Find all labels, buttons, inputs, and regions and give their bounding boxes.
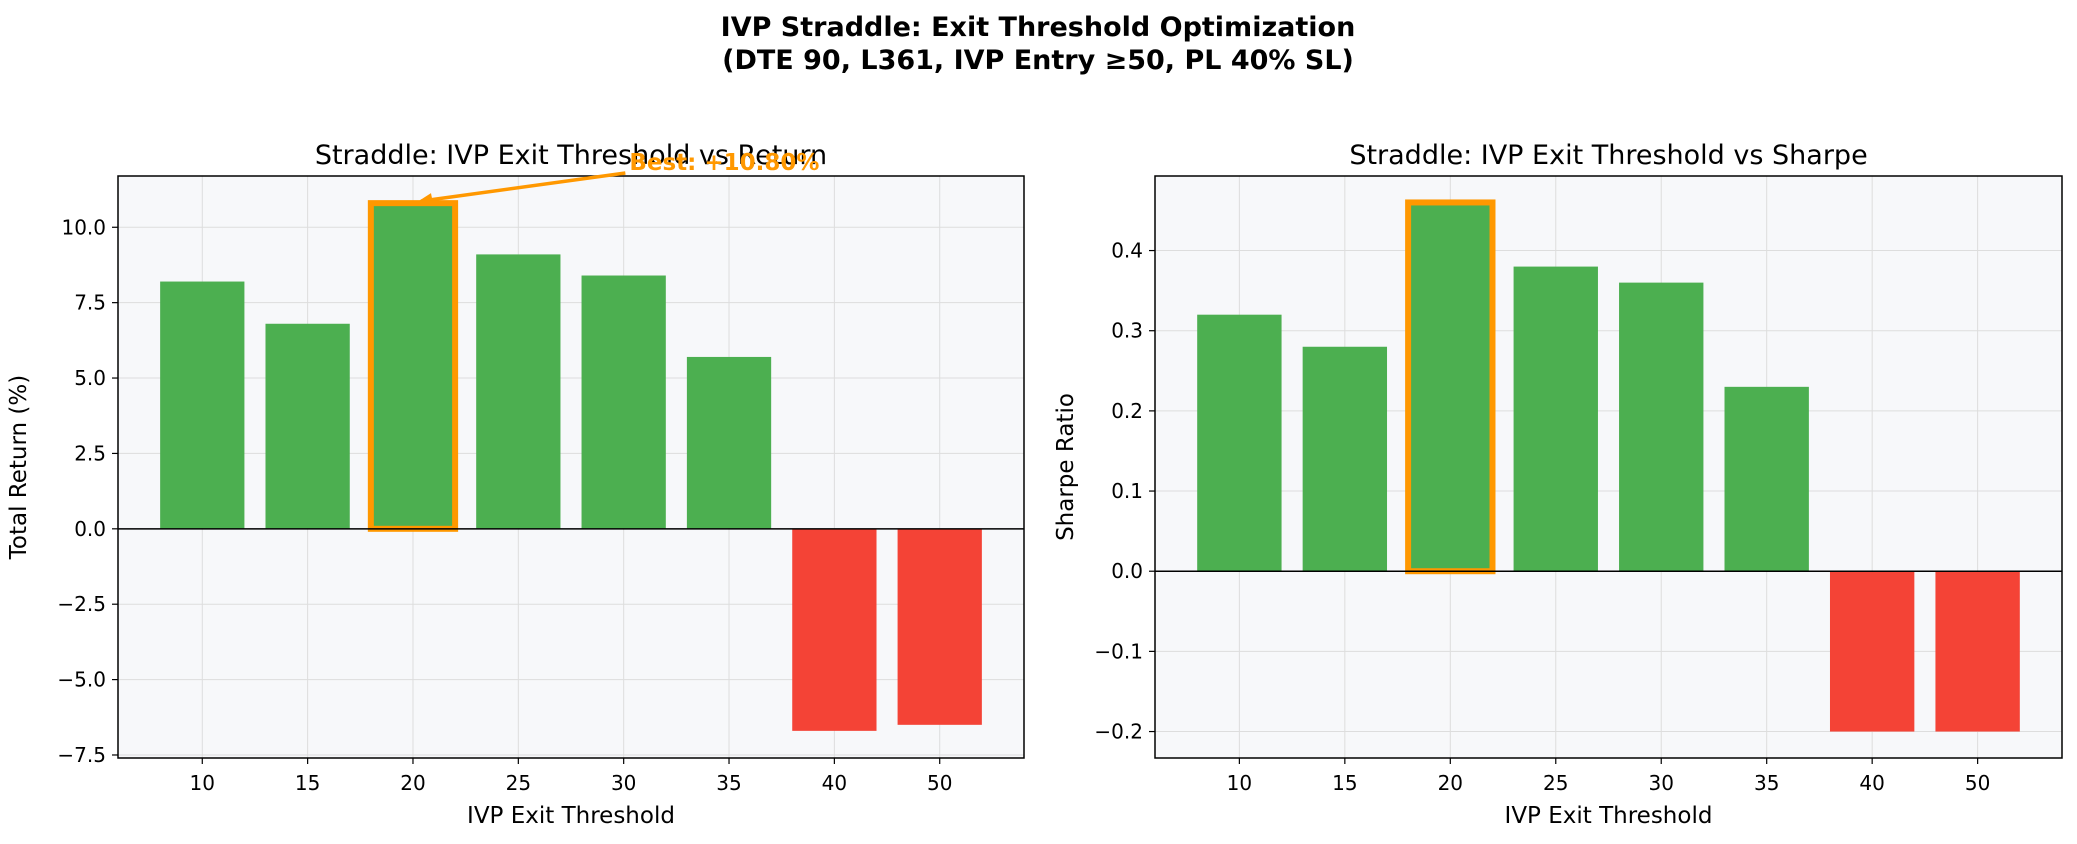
c1-xtick-label-35: 35 — [1754, 771, 1779, 795]
c1-ytick-label-0: −0.2 — [1094, 720, 1143, 744]
c1-ytick-label-4: 0.2 — [1111, 399, 1143, 423]
c1-xtick-label-50: 50 — [1965, 771, 1990, 795]
c0-bar-40 — [792, 528, 877, 731]
c1-bar-35 — [1724, 386, 1809, 572]
c0-xtick-label-35: 35 — [716, 771, 741, 795]
c1-ytick-label-2: 0.0 — [1111, 559, 1143, 583]
c1-frame — [1154, 175, 2063, 759]
c0-bar-25 — [476, 254, 561, 529]
c0-annotation-arrowhead — [416, 193, 433, 204]
c0-ytick-label-7: 10.0 — [61, 215, 106, 239]
c1-ytick-label-5: 0.3 — [1111, 319, 1143, 343]
c0-frame — [117, 175, 1025, 759]
c1-ylabel: Sharpe Ratio — [1053, 393, 1079, 541]
c1-xtick-label-40: 40 — [1859, 771, 1884, 795]
c1-bar-15 — [1302, 346, 1388, 572]
c0-ylabel: Total Return (%) — [6, 375, 32, 560]
c0-bar-10 — [160, 281, 245, 529]
c1-xtick-label-20: 20 — [1438, 771, 1463, 795]
chart-sharpe: 10 15 20 25 30 35 40 50 −0.2 −0.1 0.0 0.1 0.2 0.3 0.4 I… — [1053, 140, 2063, 829]
c0-ytick-label-3: 0.0 — [74, 517, 106, 541]
c0-bar-15 — [265, 323, 350, 529]
c0-bar-35 — [686, 356, 772, 529]
c1-xtick-label-25: 25 — [1543, 771, 1568, 795]
c1-bar-10 — [1197, 314, 1282, 572]
c0-annotation-arrow — [420, 171, 626, 203]
c0-bar-20 — [370, 203, 456, 529]
c1-ytick-label-1: −0.1 — [1094, 639, 1143, 663]
c1-bar-30 — [1619, 282, 1704, 572]
c0-xtick-label-15: 15 — [295, 771, 320, 795]
c1-xlabel: IVP Exit Threshold — [1505, 803, 1713, 829]
c1-title: Straddle: IVP Exit Threshold vs Sharpe — [1349, 140, 1867, 171]
c0-ytick-label-2: −2.5 — [57, 592, 106, 616]
c0-annotation-text: Best: +10.80% — [629, 150, 819, 176]
c1-xtick-label-10: 10 — [1227, 771, 1252, 795]
chart-return: 10 15 20 25 30 35 40 50 −7.5 −5.0 −2.5 0.0 2.5 5.0 7.5… — [6, 140, 1025, 829]
c1-bar-50 — [1935, 571, 2020, 732]
c0-xtick-label-30: 30 — [611, 771, 636, 795]
c0-bar-50 — [897, 528, 982, 725]
c0-ytick-label-5: 5.0 — [74, 366, 106, 390]
c0-ytick-label-6: 7.5 — [74, 291, 106, 315]
c0-ytick-label-1: −5.0 — [57, 668, 106, 692]
c0-xlabel: IVP Exit Threshold — [467, 803, 675, 829]
c1-xtick-label-30: 30 — [1649, 771, 1674, 795]
c1-bar-20 — [1408, 202, 1493, 572]
c1-plot-area — [1155, 176, 2062, 758]
c0-xtick-label-10: 10 — [190, 771, 215, 795]
c1-bar-25 — [1513, 266, 1598, 572]
c0-xtick-label-20: 20 — [400, 771, 425, 795]
c0-bar-30 — [581, 275, 666, 529]
c0-xtick-label-25: 25 — [506, 771, 531, 795]
c1-ytick-label-6: 0.4 — [1111, 239, 1143, 263]
c0-xtick-label-40: 40 — [822, 771, 847, 795]
suptitle-line2: (DTE 90, L361, IVP Entry ≥50, PL 40% SL) — [722, 45, 1354, 76]
c0-ytick-label-4: 2.5 — [74, 441, 106, 465]
c1-bar-40 — [1829, 571, 1915, 732]
c0-ytick-label-0: −7.5 — [57, 743, 106, 767]
c1-ytick-label-3: 0.1 — [1111, 479, 1143, 503]
c0-title: Straddle: IVP Exit Threshold vs Return — [315, 140, 827, 171]
c0-xtick-label-50: 50 — [927, 771, 952, 795]
c1-xtick-label-15: 15 — [1332, 771, 1357, 795]
suptitle-line1: IVP Straddle: Exit Threshold Optimizatio… — [721, 12, 1356, 43]
c0-plot-area — [118, 176, 1024, 758]
